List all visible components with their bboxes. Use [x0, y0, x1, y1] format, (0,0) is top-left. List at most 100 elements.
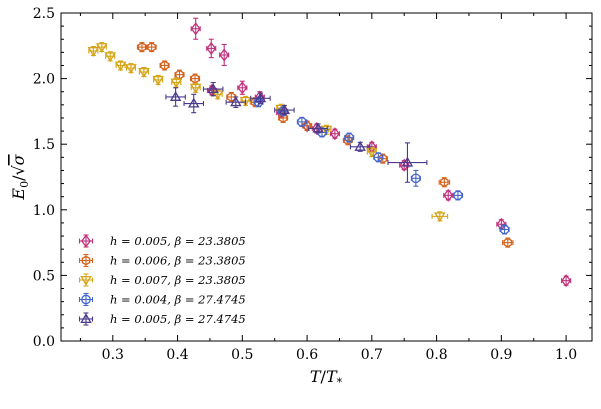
- data-point: [387, 142, 428, 183]
- marker: [188, 97, 200, 108]
- marker: [104, 52, 116, 63]
- legend: h = 0.005, β = 23.3805 h = 0.006, β = 23.…: [78, 234, 246, 326]
- marker: [503, 237, 513, 248]
- x-tick-label: 0.8: [425, 347, 447, 363]
- marker: [160, 60, 169, 71]
- data-point: [329, 127, 340, 141]
- y-tick-label: 2.5: [33, 6, 55, 22]
- marker: [443, 188, 454, 202]
- data-point: [344, 132, 355, 143]
- marker: [354, 140, 366, 151]
- data-point: [104, 51, 116, 63]
- legend-label: h = 0.004, β = 27.4745: [110, 293, 246, 307]
- marker: [87, 47, 100, 57]
- legend-entry: h = 0.007, β = 23.3805: [78, 273, 246, 287]
- legend-label: h = 0.007, β = 23.3805: [110, 273, 246, 287]
- error-bar: [183, 93, 205, 114]
- data-point: [114, 60, 127, 72]
- marker: [278, 104, 291, 115]
- marker: [302, 119, 313, 133]
- series-3: [87, 42, 449, 223]
- marker: [227, 92, 236, 102]
- data-point: [225, 96, 247, 109]
- legend-entry: h = 0.006, β = 23.3805: [78, 253, 246, 268]
- marker: [138, 68, 150, 78]
- plot-area: [60, 12, 593, 342]
- data-point: [274, 104, 295, 116]
- data-point: [202, 81, 224, 97]
- axis-ticks: 0.3 0.4 0.5 0.6 0.7 0.8 0.9 1.0 0.0 0.5 1.0 1.5 2.0 2…: [33, 6, 592, 363]
- series-4: [253, 97, 510, 235]
- data-point: [189, 73, 201, 84]
- legend-entry: h = 0.004, β = 27.4745: [78, 293, 246, 307]
- x-tick-label: 0.7: [361, 347, 383, 363]
- data-point: [159, 60, 170, 71]
- series-2: [136, 42, 514, 248]
- data-point: [152, 74, 164, 86]
- error-bar: [387, 142, 428, 183]
- marker: [329, 127, 340, 141]
- marker: [401, 156, 414, 167]
- data-point: [87, 45, 100, 57]
- series-layer: [87, 17, 572, 288]
- error-bar: [78, 253, 94, 268]
- data-point: [136, 42, 147, 53]
- marker: [219, 48, 230, 62]
- marker: [114, 61, 127, 72]
- data-point: [443, 188, 454, 202]
- marker: [440, 177, 449, 188]
- marker: [499, 224, 510, 235]
- marker: [137, 42, 147, 53]
- error-bar: [443, 190, 454, 201]
- data-point: [502, 237, 514, 248]
- series-1: [190, 17, 572, 288]
- data-point: [206, 38, 217, 59]
- y-tick-label: 0.5: [33, 268, 55, 284]
- data-point: [452, 190, 464, 201]
- marker: [373, 152, 384, 163]
- legend-entry: h = 0.005, β = 23.3805: [78, 234, 246, 248]
- marker: [312, 122, 324, 133]
- data-point: [296, 116, 307, 127]
- legend-marker: [80, 313, 92, 324]
- y-tick-label: 2.0: [33, 72, 55, 88]
- data-point: [410, 169, 421, 187]
- marker: [366, 148, 378, 158]
- marker: [302, 120, 312, 131]
- error-bar: [410, 169, 421, 187]
- data-point: [250, 92, 271, 105]
- y-tick-label: 0.0: [33, 334, 55, 350]
- data-point: [438, 177, 451, 188]
- error-bar: [165, 87, 186, 107]
- error-bar: [219, 43, 230, 67]
- data-point: [499, 224, 510, 235]
- data-point: [125, 63, 137, 75]
- data-point: [189, 82, 202, 94]
- legend-label: h = 0.006, β = 23.3805: [110, 254, 246, 268]
- legend-marker: [81, 255, 91, 266]
- marker: [411, 173, 421, 184]
- marker: [169, 91, 182, 101]
- x-axis-label: T/T*: [310, 367, 343, 389]
- x-tick-label: 0.3: [102, 347, 124, 363]
- data-point: [96, 42, 108, 54]
- y-tick-label: 1.0: [33, 203, 55, 219]
- marker: [561, 274, 572, 288]
- data-point: [165, 87, 186, 107]
- y-axis-label: E0/√σ: [9, 153, 31, 200]
- marker: [152, 75, 164, 86]
- data-point: [349, 140, 371, 152]
- marker: [207, 83, 219, 94]
- marker: [147, 42, 156, 53]
- data-point: [219, 43, 230, 67]
- data-point: [307, 122, 329, 134]
- marker: [189, 83, 202, 94]
- legend-entry: h = 0.005, β = 27.4745: [78, 312, 246, 326]
- marker: [320, 125, 333, 136]
- data-point: [190, 17, 201, 40]
- marker: [453, 190, 463, 201]
- error-bar: [78, 312, 94, 326]
- legend-label: h = 0.005, β = 27.4745: [110, 312, 246, 326]
- marker: [230, 96, 242, 107]
